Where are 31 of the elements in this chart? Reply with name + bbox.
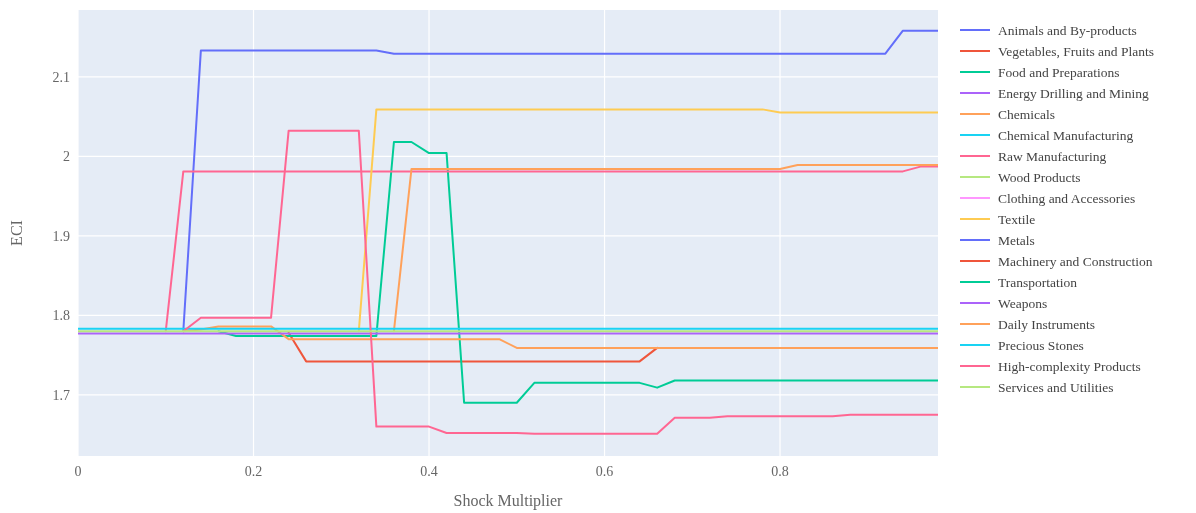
legend-label: Weapons	[998, 296, 1048, 311]
legend-label: Daily Instruments	[998, 317, 1096, 332]
y-tick-label: 1.8	[52, 308, 70, 324]
y-tick-label: 1.7	[52, 387, 70, 403]
legend-label: Vegetables, Fruits and Plants	[998, 44, 1154, 59]
legend-label: Transportation	[998, 275, 1078, 290]
legend-label: Wood Products	[998, 170, 1081, 185]
legend-label: Clothing and Accessories	[998, 191, 1136, 206]
legend-label: Metals	[998, 233, 1035, 248]
y-tick-label: 2.1	[52, 69, 70, 85]
x-tick-label: 0.2	[244, 464, 263, 479]
legend-label: Machinery and Construction	[998, 254, 1153, 269]
legend-label: Energy Drilling and Mining	[998, 86, 1150, 101]
legend-label: Services and Utilities	[998, 380, 1114, 395]
x-tick-label: 0.4	[420, 464, 438, 479]
legend-label: Chemicals	[998, 107, 1055, 122]
line-series	[217, 140, 938, 404]
legend-label: Raw Manufacturing	[998, 149, 1107, 164]
legend-label: Animals and By-products	[998, 23, 1137, 38]
y-tick-label: 2	[63, 149, 70, 165]
legend-label: Precious Stones	[998, 338, 1084, 353]
legend-label: Chemical Manufacturing	[998, 128, 1134, 143]
legend-label: Textile	[998, 212, 1036, 227]
x-tick-label: 0	[74, 464, 82, 479]
x-axis-title: Shock Multiplier	[453, 492, 564, 510]
x-tick-label: 0.8	[771, 464, 789, 479]
y-axis-title: ECI	[8, 220, 25, 246]
legend-label: Food and Preparations	[998, 65, 1120, 80]
x-tick-label: 0.6	[595, 464, 614, 479]
legend-label: High-complexity Products	[998, 359, 1141, 374]
y-tick-label: 1.9	[52, 228, 70, 244]
